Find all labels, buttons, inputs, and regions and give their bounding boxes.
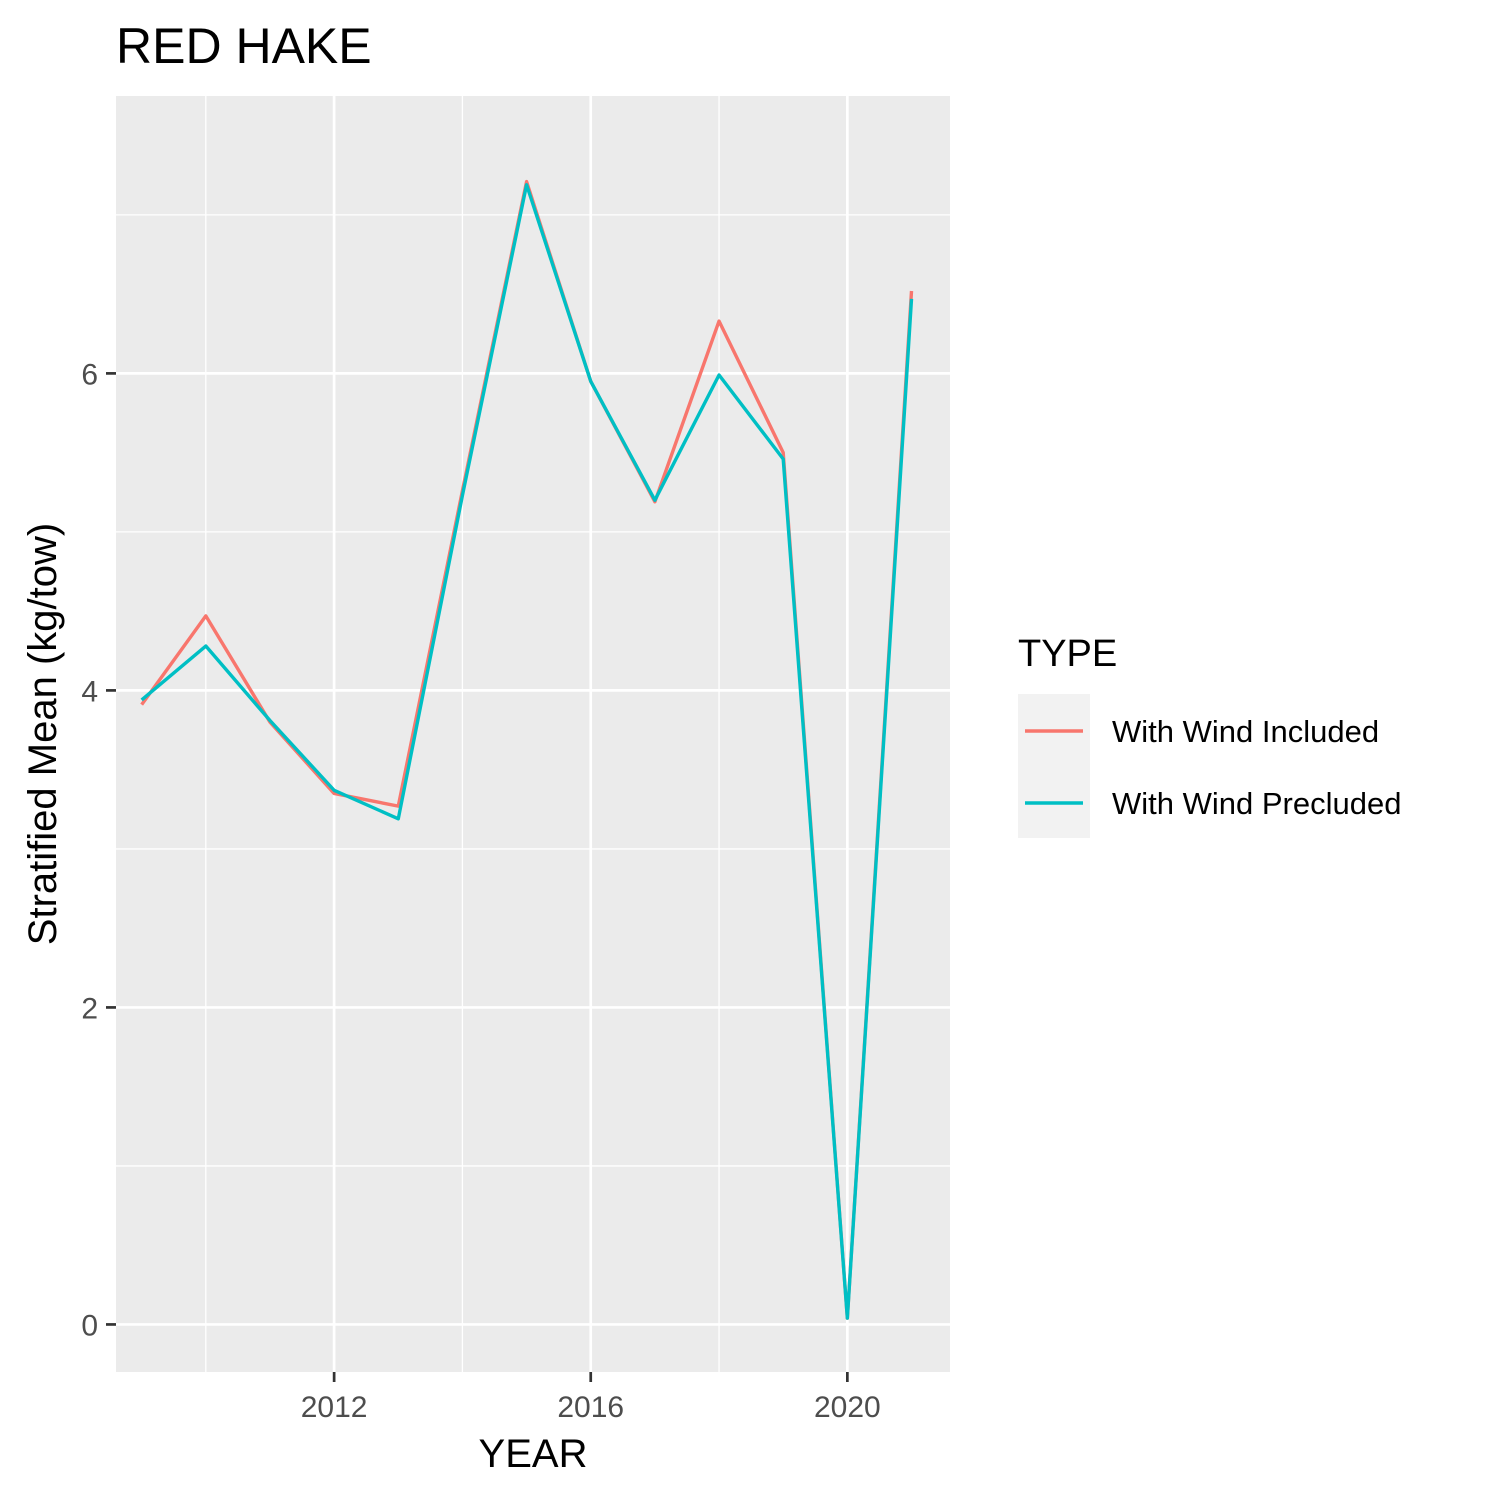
grid-minor	[116, 96, 950, 1372]
chart-title: RED HAKE	[116, 18, 372, 74]
x-tick-label: 2016	[557, 1391, 624, 1424]
series-lines	[140, 179, 914, 1320]
x-tick-label: 2020	[814, 1391, 881, 1424]
y-tick-label: 0	[81, 1309, 98, 1342]
series-line-wind-precluded	[140, 183, 914, 1320]
y-tick-label: 2	[81, 992, 98, 1025]
legend-label-wind-included: With Wind Included	[1112, 714, 1379, 749]
x-axis: 2012 2016 2020	[301, 1372, 881, 1424]
x-axis-title: YEAR	[479, 1432, 588, 1476]
legend: TYPE With Wind Included With Wind Preclud…	[1018, 633, 1401, 838]
y-tick-label: 6	[81, 358, 98, 391]
legend-title: TYPE	[1018, 633, 1117, 675]
x-tick-label: 2012	[301, 1391, 368, 1424]
y-axis: 0 2 4 6	[81, 358, 116, 1342]
legend-key-background	[1018, 694, 1090, 838]
legend-items: With Wind Included With Wind Precluded	[1025, 714, 1401, 821]
y-tick-label: 4	[81, 675, 98, 708]
y-axis-title: Stratified Mean (kg/tow)	[21, 523, 65, 945]
grid-major	[116, 96, 950, 1372]
plot-panel	[116, 96, 950, 1372]
legend-label-wind-precluded: With Wind Precluded	[1112, 786, 1401, 821]
